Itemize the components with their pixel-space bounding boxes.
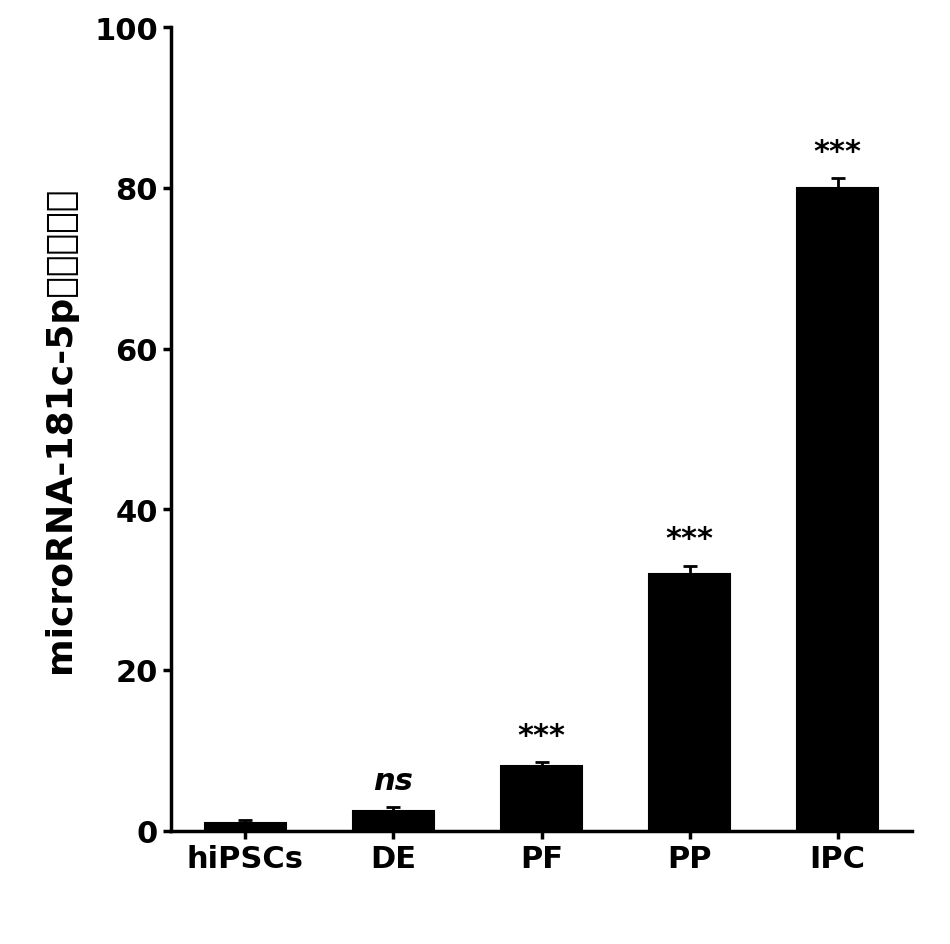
Text: ns: ns xyxy=(373,767,413,796)
Text: ***: *** xyxy=(518,721,565,750)
Bar xyxy=(501,767,582,831)
Text: ***: *** xyxy=(813,138,862,167)
Text: ***: *** xyxy=(666,525,713,554)
Bar xyxy=(352,811,434,831)
Y-axis label: microRNA-181c-5p相对表达量: microRNA-181c-5p相对表达量 xyxy=(44,187,77,672)
Bar xyxy=(649,574,731,831)
Bar xyxy=(797,189,879,831)
Bar xyxy=(204,823,286,831)
